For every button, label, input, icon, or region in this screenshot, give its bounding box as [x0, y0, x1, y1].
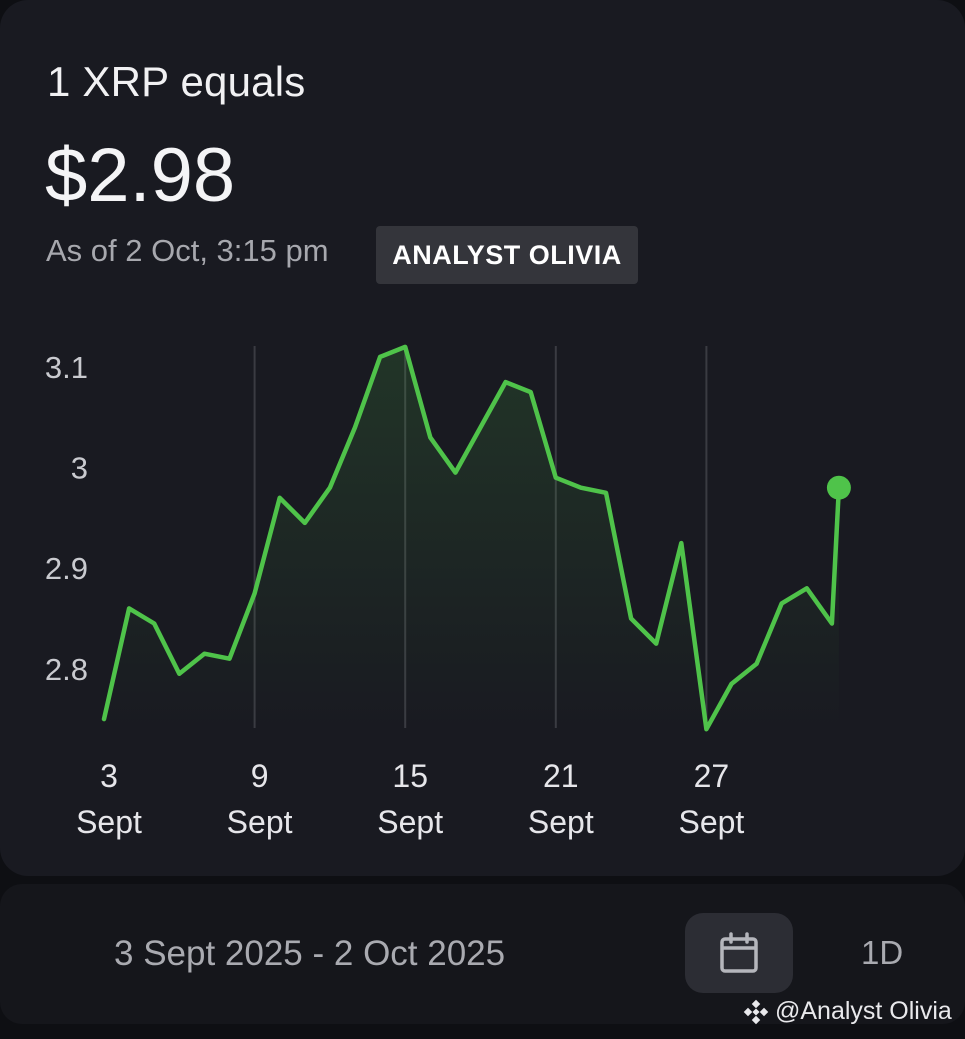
range-1d-button[interactable]: 1D — [861, 934, 904, 971]
calendar-icon — [720, 932, 758, 973]
x-tick-label: Sept — [678, 804, 744, 840]
binance-logo-icon — [743, 999, 769, 1024]
x-tick-label: Sept — [227, 804, 293, 840]
y-tick-label: 2.8 — [45, 652, 88, 687]
x-tick-label: 9 — [251, 758, 269, 794]
x-tick-label: 21 — [543, 758, 579, 794]
author-credit: @Analyst Olivia — [743, 997, 952, 1026]
current-price: $2.98 — [45, 133, 236, 218]
price-card: 1 XRP equals $2.98 As of 2 Oct, 3:15 pm … — [0, 0, 965, 876]
y-tick-label: 2.9 — [45, 551, 88, 586]
page-title: 1 XRP equals — [47, 58, 306, 105]
price-area — [104, 346, 839, 730]
x-tick-label: Sept — [377, 804, 443, 840]
watermark-badge: ANALYST OLIVIA — [376, 226, 638, 284]
y-tick-label: 3 — [71, 451, 88, 486]
x-tick-label: Sept — [76, 804, 142, 840]
x-tick-label: 15 — [392, 758, 428, 794]
timestamp-label: As of 2 Oct, 3:15 pm — [46, 233, 329, 268]
date-range-label[interactable]: 3 Sept 2025 - 2 Oct 2025 — [114, 934, 506, 973]
x-tick-label: Sept — [528, 804, 594, 840]
current-price-marker — [826, 475, 851, 500]
y-tick-label: 3.1 — [45, 350, 88, 385]
x-tick-label: 27 — [694, 758, 730, 794]
price-chart: 3.1 3 2.9 2.8 3 Sept 9 Sept 15 Sept 21 Sept 27 Sept — [45, 344, 851, 840]
credit-text: @Analyst Olivia — [775, 997, 952, 1025]
x-tick-label: 3 — [100, 758, 118, 794]
range-toolbar — [0, 884, 965, 1024]
calendar-button[interactable] — [685, 913, 793, 993]
